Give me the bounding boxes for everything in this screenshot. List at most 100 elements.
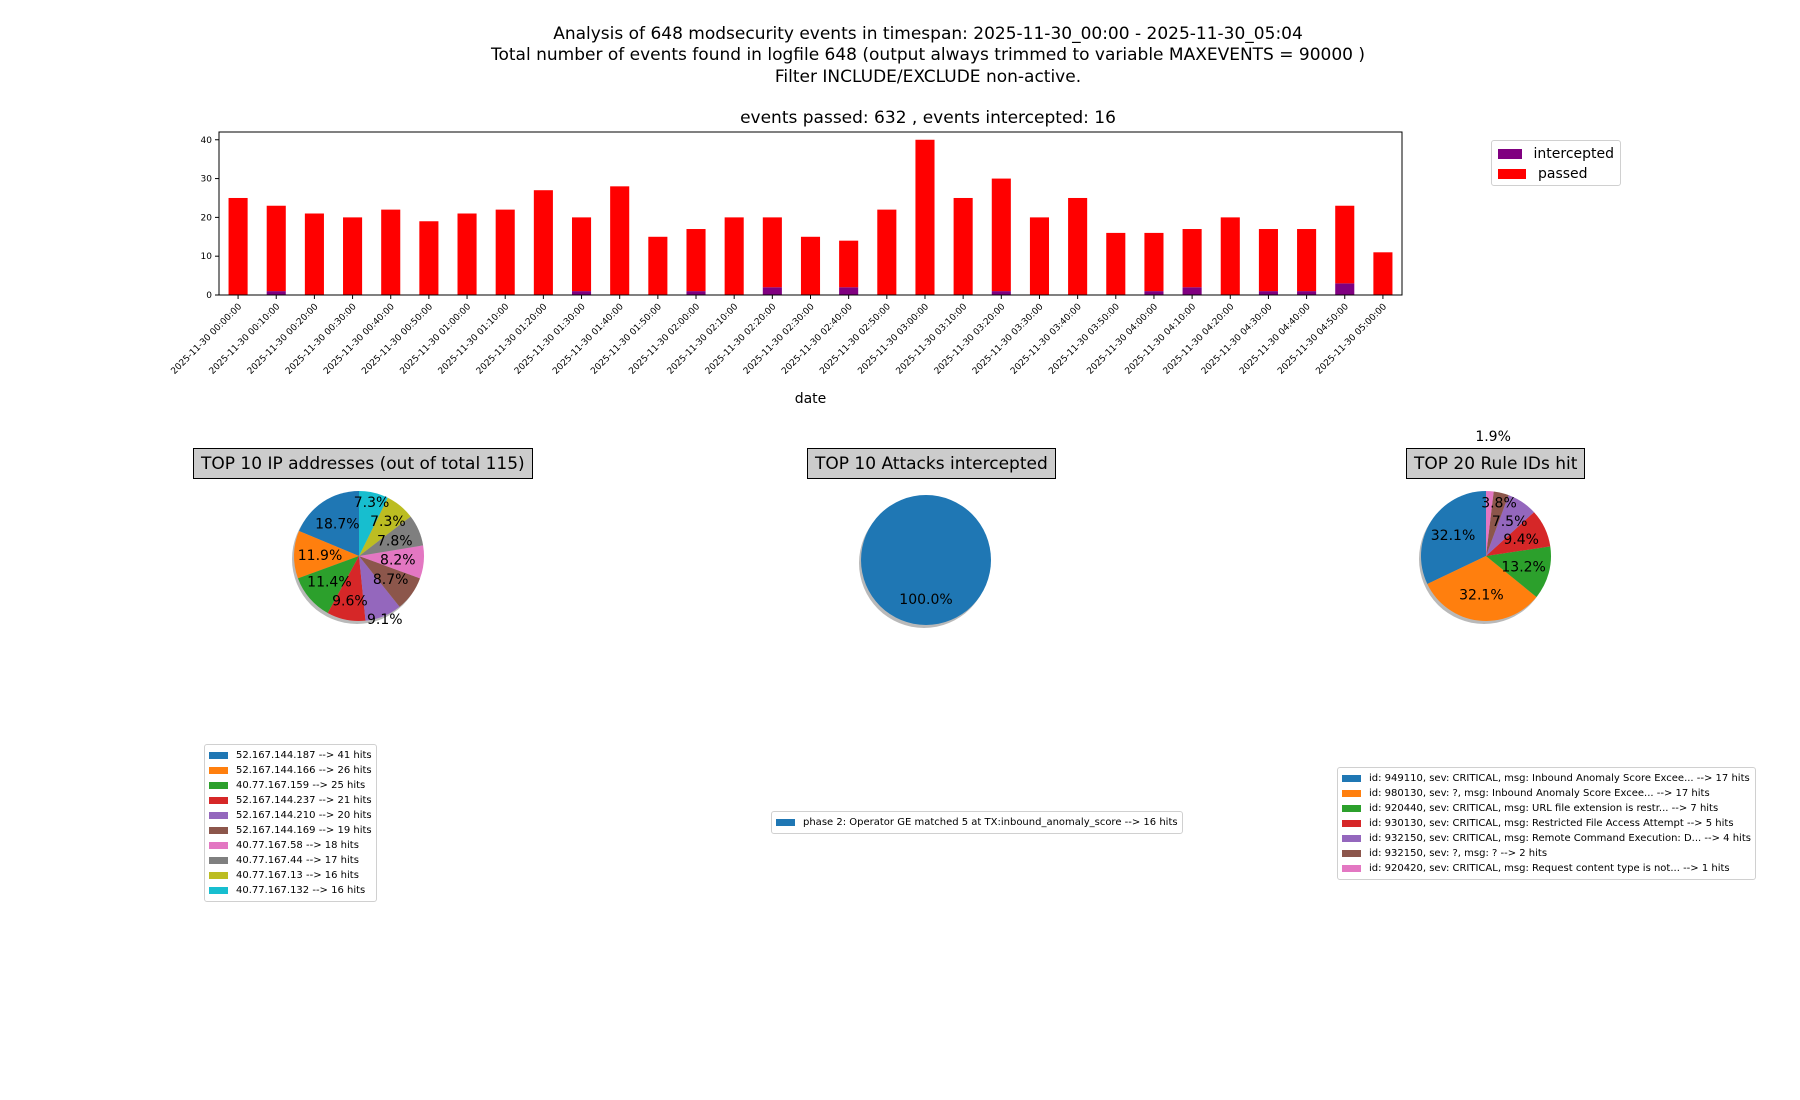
legend-item: 52.167.144.210 --> 20 hits (209, 808, 372, 823)
pie-pct-label: 11.4% (307, 574, 351, 590)
bar-passed (953, 197, 973, 295)
legend-label: id: 932150, sev: ?, msg: ? --> 2 hits (1369, 848, 1548, 859)
x-tick-label: 2025-11-30 01:50:00 (589, 302, 664, 377)
pie-pct-label: 1.9% (1475, 429, 1511, 445)
legend-item: 40.77.167.159 --> 25 hits (209, 778, 372, 793)
pie-slice (1427, 556, 1537, 621)
bar-passed (762, 217, 782, 288)
pie-slice (298, 491, 359, 556)
pie-slice (294, 531, 359, 579)
legend-swatch (1498, 149, 1522, 159)
x-tick-label: 2025-11-30 02:00:00 (627, 302, 702, 377)
bar-passed (724, 217, 744, 295)
pie-slice (1486, 495, 1534, 556)
legend-item: phase 2: Operator GE matched 5 at TX:inb… (776, 815, 1178, 830)
x-tick-label: 2025-11-30 00:30:00 (284, 302, 359, 377)
x-tick-label: 2025-11-30 03:20:00 (933, 302, 1008, 377)
x-tick-label: 2025-11-30 00:40:00 (322, 302, 397, 377)
legend-swatch (209, 857, 228, 864)
legend-swatch (1342, 850, 1361, 857)
pie-slice (359, 545, 425, 579)
bar-passed (571, 217, 592, 292)
bar-passed (800, 236, 821, 295)
bar-passed (686, 229, 706, 292)
legend-swatch (209, 752, 228, 759)
pie-chart-3: 32.1% 32.1% 13.2% 9.4% 7.5% 3.8% 1.9% (1419, 429, 1551, 624)
legend-swatch (209, 887, 228, 894)
bar-passed (839, 240, 859, 288)
legend-item: id: 932150, sev: ?, msg: ? --> 2 hits (1342, 846, 1751, 861)
x-tick-label: 2025-11-30 03:50:00 (1047, 302, 1122, 377)
legend-label: 52.167.144.210 --> 20 hits (236, 810, 372, 821)
bar-passed (991, 178, 1011, 292)
x-tick-label: 2025-11-30 01:40:00 (551, 302, 626, 377)
x-tick-label: 2025-11-30 04:40:00 (1238, 302, 1313, 377)
pie-slice (359, 556, 400, 621)
bar-intercepted (991, 291, 1011, 295)
legend-item: 40.77.167.132 --> 16 hits (209, 883, 372, 898)
legend-item: 52.167.144.187 --> 41 hits (209, 748, 372, 763)
legend-label: 40.77.167.44 --> 17 hits (236, 855, 359, 866)
legend-item: id: 920420, sev: CRITICAL, msg: Request … (1342, 861, 1751, 876)
bar-passed (1029, 217, 1050, 295)
legend-label: id: 930130, sev: CRITICAL, msg: Restrict… (1369, 818, 1734, 829)
ip-pie-legend: 52.167.144.187 --> 41 hits 52.167.144.166… (204, 744, 377, 902)
legend-swatch (209, 842, 228, 849)
bar-intercepted (686, 291, 706, 295)
bar-chart-title: events passed: 632 , events intercepted:… (740, 108, 1116, 128)
bar-chart-legend: intercepted passed (1491, 140, 1621, 186)
bar-intercepted (1144, 291, 1164, 295)
x-tick-label: 2025-11-30 01:00:00 (399, 302, 474, 377)
pie-slice (359, 516, 424, 556)
bar-intercepted (1335, 283, 1355, 295)
bar-intercepted (571, 291, 592, 295)
pie-pct-label: 32.1% (1459, 588, 1503, 604)
y-tick-label: 0 (206, 291, 212, 301)
bar-passed (1373, 252, 1393, 295)
legend-label: id: 949110, sev: CRITICAL, msg: Inbound … (1369, 773, 1750, 784)
bar-passed (610, 186, 630, 295)
bar-passed (648, 236, 668, 295)
legend-item: id: 932150, sev: CRITICAL, msg: Remote C… (1342, 831, 1751, 846)
legend-item: 40.77.167.13 --> 16 hits (209, 868, 372, 883)
legend-swatch (209, 812, 228, 819)
pie-pct-label: 18.7% (315, 517, 359, 533)
legend-label: phase 2: Operator GE matched 5 at TX:inb… (803, 817, 1178, 828)
x-tick-label: 2025-11-30 04:30:00 (1200, 302, 1275, 377)
legend-label: 52.167.144.237 --> 21 hits (236, 795, 372, 806)
x-tick-label: 2025-11-30 02:20:00 (704, 302, 779, 377)
legend-label: 40.77.167.159 --> 25 hits (236, 780, 366, 791)
bar-passed (1068, 197, 1088, 295)
legend-label: passed (1538, 166, 1588, 182)
pie-pct-label: 32.1% (1431, 528, 1475, 544)
legend-swatch (209, 782, 228, 789)
legend-item: id: 980130, sev: ?, msg: Inbound Anomaly… (1342, 786, 1751, 801)
pie-slice (359, 556, 421, 607)
pie-pct-label: 7.5% (1492, 514, 1528, 530)
x-tick-label: 2025-11-30 02:30:00 (742, 302, 817, 377)
x-tick-label: 2025-11-30 00:50:00 (360, 302, 435, 377)
legend-item: 40.77.167.58 --> 18 hits (209, 838, 372, 853)
legend-swatch (776, 819, 795, 826)
legend-label: 40.77.167.58 --> 18 hits (236, 840, 359, 851)
x-tick-label: 2025-11-30 00:20:00 (246, 302, 321, 377)
legend-swatch (1342, 805, 1361, 812)
y-tick-label: 30 (201, 175, 213, 185)
pie-pct-label: 9.1% (367, 612, 403, 628)
x-tick-label: 2025-11-30 03:40:00 (1009, 302, 1084, 377)
bar-intercepted (1297, 291, 1317, 295)
x-tick-label: 2025-11-30 02:50:00 (818, 302, 893, 377)
legend-swatch (1342, 835, 1361, 842)
pie-slice (359, 497, 411, 556)
bar-passed (877, 209, 897, 295)
pie-pct-label: 13.2% (1501, 559, 1545, 575)
pie-chart-2: 100.0% (859, 495, 991, 628)
legend-item: 52.167.144.237 --> 21 hits (209, 793, 372, 808)
ip-pie-title: TOP 10 IP addresses (out of total 115) (193, 448, 533, 479)
legend-swatch (1498, 169, 1526, 179)
bar-passed (1220, 217, 1240, 295)
x-tick-label: 2025-11-30 03:00:00 (856, 302, 931, 377)
x-tick-label: 2025-11-30 02:10:00 (666, 302, 741, 377)
pie-pct-label: 8.2% (380, 553, 416, 569)
